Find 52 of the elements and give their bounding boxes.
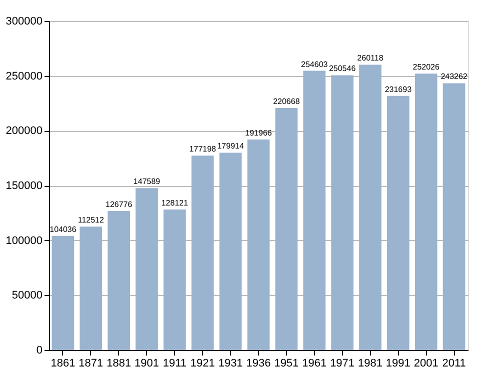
x-tick-label: 1861 (50, 358, 76, 370)
x-tick-label: 1921 (190, 358, 215, 370)
data-label: 179914 (217, 142, 244, 151)
x-tick-label: 1931 (218, 358, 243, 370)
y-tick-label: 300000 (6, 16, 42, 28)
data-label: 231693 (384, 84, 412, 94)
x-tick-label: 1871 (78, 358, 104, 370)
bar (136, 188, 158, 350)
x-tick-label: 1971 (330, 358, 355, 370)
x-tick-label: 1901 (134, 358, 160, 370)
data-label: 126776 (105, 200, 133, 209)
data-label: 191966 (245, 128, 272, 138)
data-label: 220668 (273, 97, 300, 106)
x-tick-label: 2011 (442, 358, 466, 370)
y-tick-label: 50000 (12, 290, 42, 302)
y-tick-label: 0 (36, 344, 42, 356)
data-label: 260118 (357, 54, 384, 63)
y-tick-label: 200000 (6, 125, 42, 138)
data-label: 147589 (133, 177, 161, 186)
bar (303, 70, 326, 350)
bar (442, 83, 466, 350)
data-label: 104036 (50, 224, 77, 234)
y-tick-label: 250000 (6, 70, 42, 82)
x-tick-label: 1991 (386, 358, 410, 370)
bar (247, 139, 270, 350)
bar (386, 96, 410, 350)
data-label: 243262 (440, 72, 468, 82)
bar (52, 236, 74, 350)
bar (359, 64, 382, 350)
bar (275, 108, 298, 350)
data-label: 177198 (189, 144, 217, 154)
data-label: 112512 (78, 216, 104, 225)
x-tick-label: 1961 (302, 358, 327, 370)
x-tick-label: 1911 (162, 358, 187, 370)
data-label: 252026 (412, 62, 440, 72)
x-tick-label: 1951 (274, 358, 299, 370)
bar (331, 75, 354, 350)
y-tick-label: 150000 (6, 180, 42, 192)
bar (108, 210, 130, 350)
data-label: 128121 (161, 198, 189, 208)
bar (219, 152, 242, 350)
x-tick-label: 2001 (414, 358, 438, 370)
x-tick-label: 1881 (106, 358, 132, 370)
bar (80, 226, 102, 350)
y-tick-label: 100000 (6, 234, 42, 247)
bar (414, 74, 438, 350)
data-label: 254603 (301, 60, 328, 69)
x-tick-label: 1981 (358, 358, 382, 370)
data-label: 250546 (328, 64, 356, 74)
x-tick-label: 1936 (246, 358, 271, 370)
bar (164, 209, 186, 350)
bar (191, 156, 214, 350)
